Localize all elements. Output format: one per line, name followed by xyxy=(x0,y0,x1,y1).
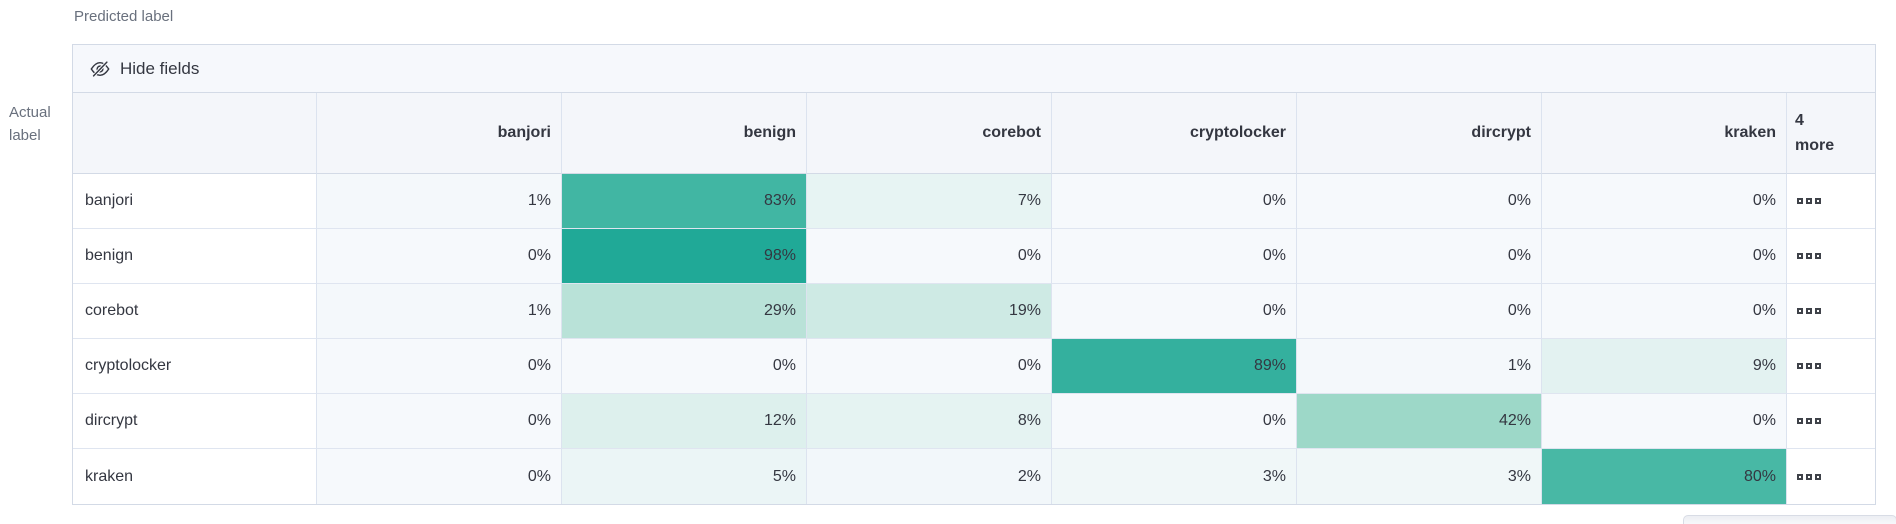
confusion-matrix: banjori benign corebot cryptolocker dircrypt… xyxy=(73,93,1875,504)
column-header-benign: benign xyxy=(562,93,807,174)
column-header-cryptolocker: cryptolocker xyxy=(1052,93,1297,174)
boxes-horizontal-icon xyxy=(1797,308,1803,314)
matrix-cell-cryptolocker-benign: 0% xyxy=(562,339,807,394)
boxes-horizontal-icon xyxy=(1806,308,1812,314)
matrix-cell-benign-dircrypt: 0% xyxy=(1297,229,1542,284)
more-columns-cell xyxy=(1787,394,1875,449)
matrix-cell-benign-kraken: 0% xyxy=(1542,229,1787,284)
row-label-corebot: corebot xyxy=(73,284,317,339)
column-header-corebot: corebot xyxy=(807,93,1052,174)
matrix-cell-corebot-benign: 29% xyxy=(562,284,807,339)
matrix-cell-cryptolocker-kraken: 9% xyxy=(1542,339,1787,394)
actual-label-axis-title: Actual label xyxy=(9,104,51,144)
matrix-cell-dircrypt-benign: 12% xyxy=(562,394,807,449)
matrix-cell-kraken-cryptolocker: 3% xyxy=(1052,449,1297,504)
more-columns-cell xyxy=(1787,449,1875,504)
more-columns-cell xyxy=(1787,339,1875,394)
more-columns-cell xyxy=(1787,174,1875,229)
boxes-horizontal-icon xyxy=(1797,363,1803,369)
more-columns-cell xyxy=(1787,284,1875,339)
row-label-benign: benign xyxy=(73,229,317,284)
matrix-cell-banjori-corebot: 7% xyxy=(807,174,1052,229)
horizontal-scrollbar-thumb[interactable] xyxy=(1683,515,1896,524)
matrix-cell-kraken-corebot: 2% xyxy=(807,449,1052,504)
more-columns-count: 4 xyxy=(1795,112,1804,129)
matrix-cell-kraken-banjori: 0% xyxy=(317,449,562,504)
boxes-horizontal-icon xyxy=(1815,198,1821,204)
matrix-cell-kraken-benign: 5% xyxy=(562,449,807,504)
column-header-more: 4 more xyxy=(1787,93,1875,174)
matrix-cell-benign-banjori: 0% xyxy=(317,229,562,284)
matrix-cell-benign-cryptolocker: 0% xyxy=(1052,229,1297,284)
matrix-cell-dircrypt-dircrypt: 42% xyxy=(1297,394,1542,449)
matrix-cell-benign-corebot: 0% xyxy=(807,229,1052,284)
matrix-cell-kraken-kraken: 80% xyxy=(1542,449,1787,504)
matrix-cell-corebot-banjori: 1% xyxy=(317,284,562,339)
matrix-cell-cryptolocker-dircrypt: 1% xyxy=(1297,339,1542,394)
matrix-header-corner xyxy=(73,93,317,174)
matrix-cell-banjori-dircrypt: 0% xyxy=(1297,174,1542,229)
matrix-cell-cryptolocker-corebot: 0% xyxy=(807,339,1052,394)
matrix-cell-corebot-dircrypt: 0% xyxy=(1297,284,1542,339)
matrix-cell-cryptolocker-banjori: 0% xyxy=(317,339,562,394)
boxes-horizontal-icon xyxy=(1815,363,1821,369)
more-columns-label: more xyxy=(1795,137,1835,154)
column-header-dircrypt: dircrypt xyxy=(1297,93,1542,174)
boxes-horizontal-icon xyxy=(1815,308,1821,314)
column-header-kraken: kraken xyxy=(1542,93,1787,174)
matrix-cell-banjori-banjori: 1% xyxy=(317,174,562,229)
matrix-cell-dircrypt-banjori: 0% xyxy=(317,394,562,449)
eye-closed-icon xyxy=(90,59,110,78)
boxes-horizontal-icon xyxy=(1806,198,1812,204)
matrix-cell-corebot-corebot: 19% xyxy=(807,284,1052,339)
matrix-cell-banjori-benign: 83% xyxy=(562,174,807,229)
boxes-horizontal-icon xyxy=(1815,253,1821,259)
row-label-cryptolocker: cryptolocker xyxy=(73,339,317,394)
matrix-cell-kraken-dircrypt: 3% xyxy=(1297,449,1542,504)
matrix-cell-banjori-cryptolocker: 0% xyxy=(1052,174,1297,229)
boxes-horizontal-icon xyxy=(1806,473,1812,480)
matrix-cell-corebot-cryptolocker: 0% xyxy=(1052,284,1297,339)
boxes-horizontal-icon xyxy=(1815,473,1821,480)
boxes-horizontal-icon xyxy=(1797,418,1803,424)
matrix-cell-dircrypt-kraken: 0% xyxy=(1542,394,1787,449)
boxes-horizontal-icon xyxy=(1806,418,1812,424)
predicted-label-axis-title: Predicted label xyxy=(74,8,174,25)
boxes-horizontal-icon xyxy=(1815,418,1821,424)
boxes-horizontal-icon xyxy=(1806,253,1812,259)
matrix-cell-banjori-kraken: 0% xyxy=(1542,174,1787,229)
boxes-horizontal-icon xyxy=(1806,363,1812,369)
matrix-cell-benign-benign: 98% xyxy=(562,229,807,284)
matrix-cell-dircrypt-corebot: 8% xyxy=(807,394,1052,449)
matrix-cell-dircrypt-cryptolocker: 0% xyxy=(1052,394,1297,449)
row-label-kraken: kraken xyxy=(73,449,317,504)
boxes-horizontal-icon xyxy=(1797,473,1803,480)
matrix-cell-cryptolocker-cryptolocker: 89% xyxy=(1052,339,1297,394)
more-columns-cell xyxy=(1787,229,1875,284)
hide-fields-label: Hide fields xyxy=(120,58,200,78)
confusion-matrix-panel: Hide fields banjori benign corebot cryptolo… xyxy=(72,44,1876,505)
row-label-dircrypt: dircrypt xyxy=(73,394,317,449)
matrix-cell-corebot-kraken: 0% xyxy=(1542,284,1787,339)
column-header-banjori: banjori xyxy=(317,93,562,174)
hide-fields-button[interactable]: Hide fields xyxy=(73,45,1875,93)
boxes-horizontal-icon xyxy=(1797,198,1803,204)
row-label-banjori: banjori xyxy=(73,174,317,229)
boxes-horizontal-icon xyxy=(1797,253,1803,259)
